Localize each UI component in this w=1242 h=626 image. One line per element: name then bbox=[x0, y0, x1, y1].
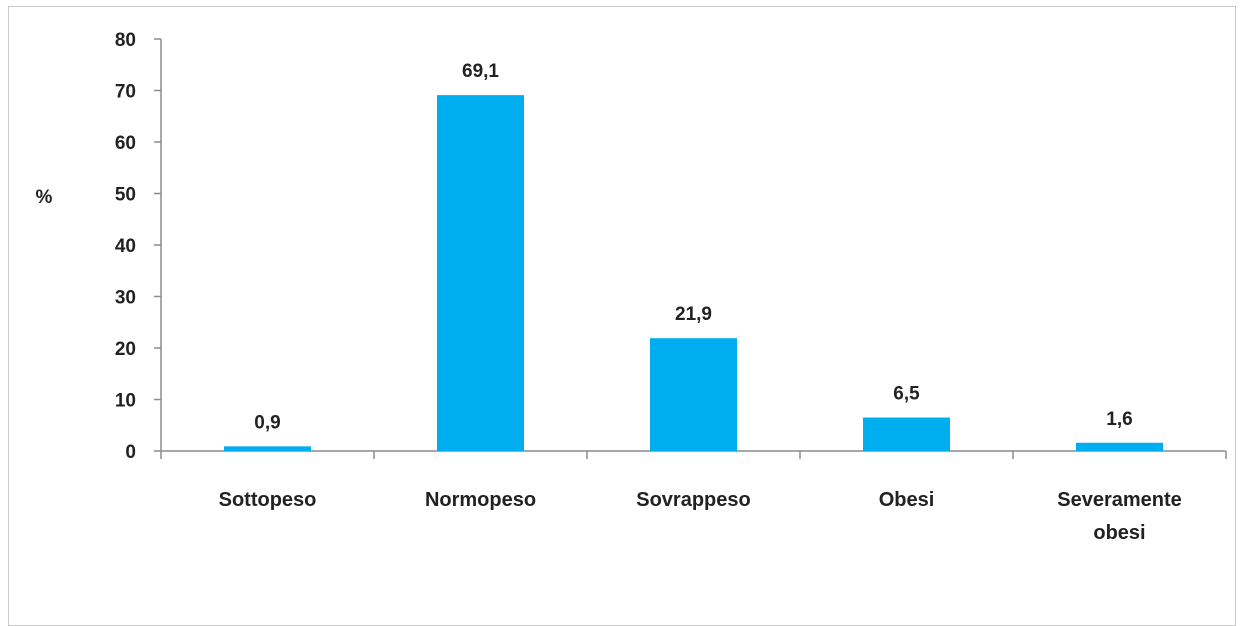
x-tick-label: Normopeso bbox=[425, 489, 536, 511]
y-tick-label: 60 bbox=[115, 133, 136, 154]
y-tick-label: 40 bbox=[115, 236, 136, 257]
data-label: 69,1 bbox=[462, 61, 499, 82]
x-tick-label: Sovrappeso bbox=[636, 489, 750, 511]
bar bbox=[863, 417, 950, 451]
bars bbox=[224, 95, 1163, 451]
bar bbox=[437, 95, 524, 451]
y-tick-label: 10 bbox=[115, 391, 136, 412]
bar bbox=[1076, 442, 1163, 451]
x-axis bbox=[160, 450, 1227, 459]
bar-chart: % 0 10 20 30 40 50 60 70 80 0,9 69,1 21,9 6,5 1,6 So… bbox=[36, 30, 1227, 544]
y-axis: 0 10 20 30 40 50 60 70 80 bbox=[115, 30, 162, 463]
y-tick-label: 50 bbox=[115, 185, 136, 206]
y-tick-label: 70 bbox=[115, 82, 136, 103]
category-labels: Sottopeso Normopeso Sovrappeso Obesi Severam… bbox=[219, 489, 1182, 544]
bar bbox=[650, 338, 737, 451]
x-tick-label: Severamente obesi bbox=[1057, 489, 1182, 544]
data-label: 1,6 bbox=[1106, 409, 1132, 430]
y-tick-label: 80 bbox=[115, 30, 136, 51]
y-tick-label: 30 bbox=[115, 288, 136, 309]
bar bbox=[224, 446, 311, 451]
y-tick-label: 0 bbox=[125, 442, 136, 463]
data-label: 0,9 bbox=[254, 412, 280, 433]
x-tick-label: Sottopeso bbox=[219, 489, 317, 511]
y-tick-label: 20 bbox=[115, 339, 136, 360]
data-labels: 0,9 69,1 21,9 6,5 1,6 bbox=[254, 61, 1132, 433]
data-label: 21,9 bbox=[675, 304, 712, 325]
x-tick-label: Obesi bbox=[879, 489, 935, 511]
y-axis-title: % bbox=[36, 187, 53, 208]
data-label: 6,5 bbox=[893, 384, 920, 405]
